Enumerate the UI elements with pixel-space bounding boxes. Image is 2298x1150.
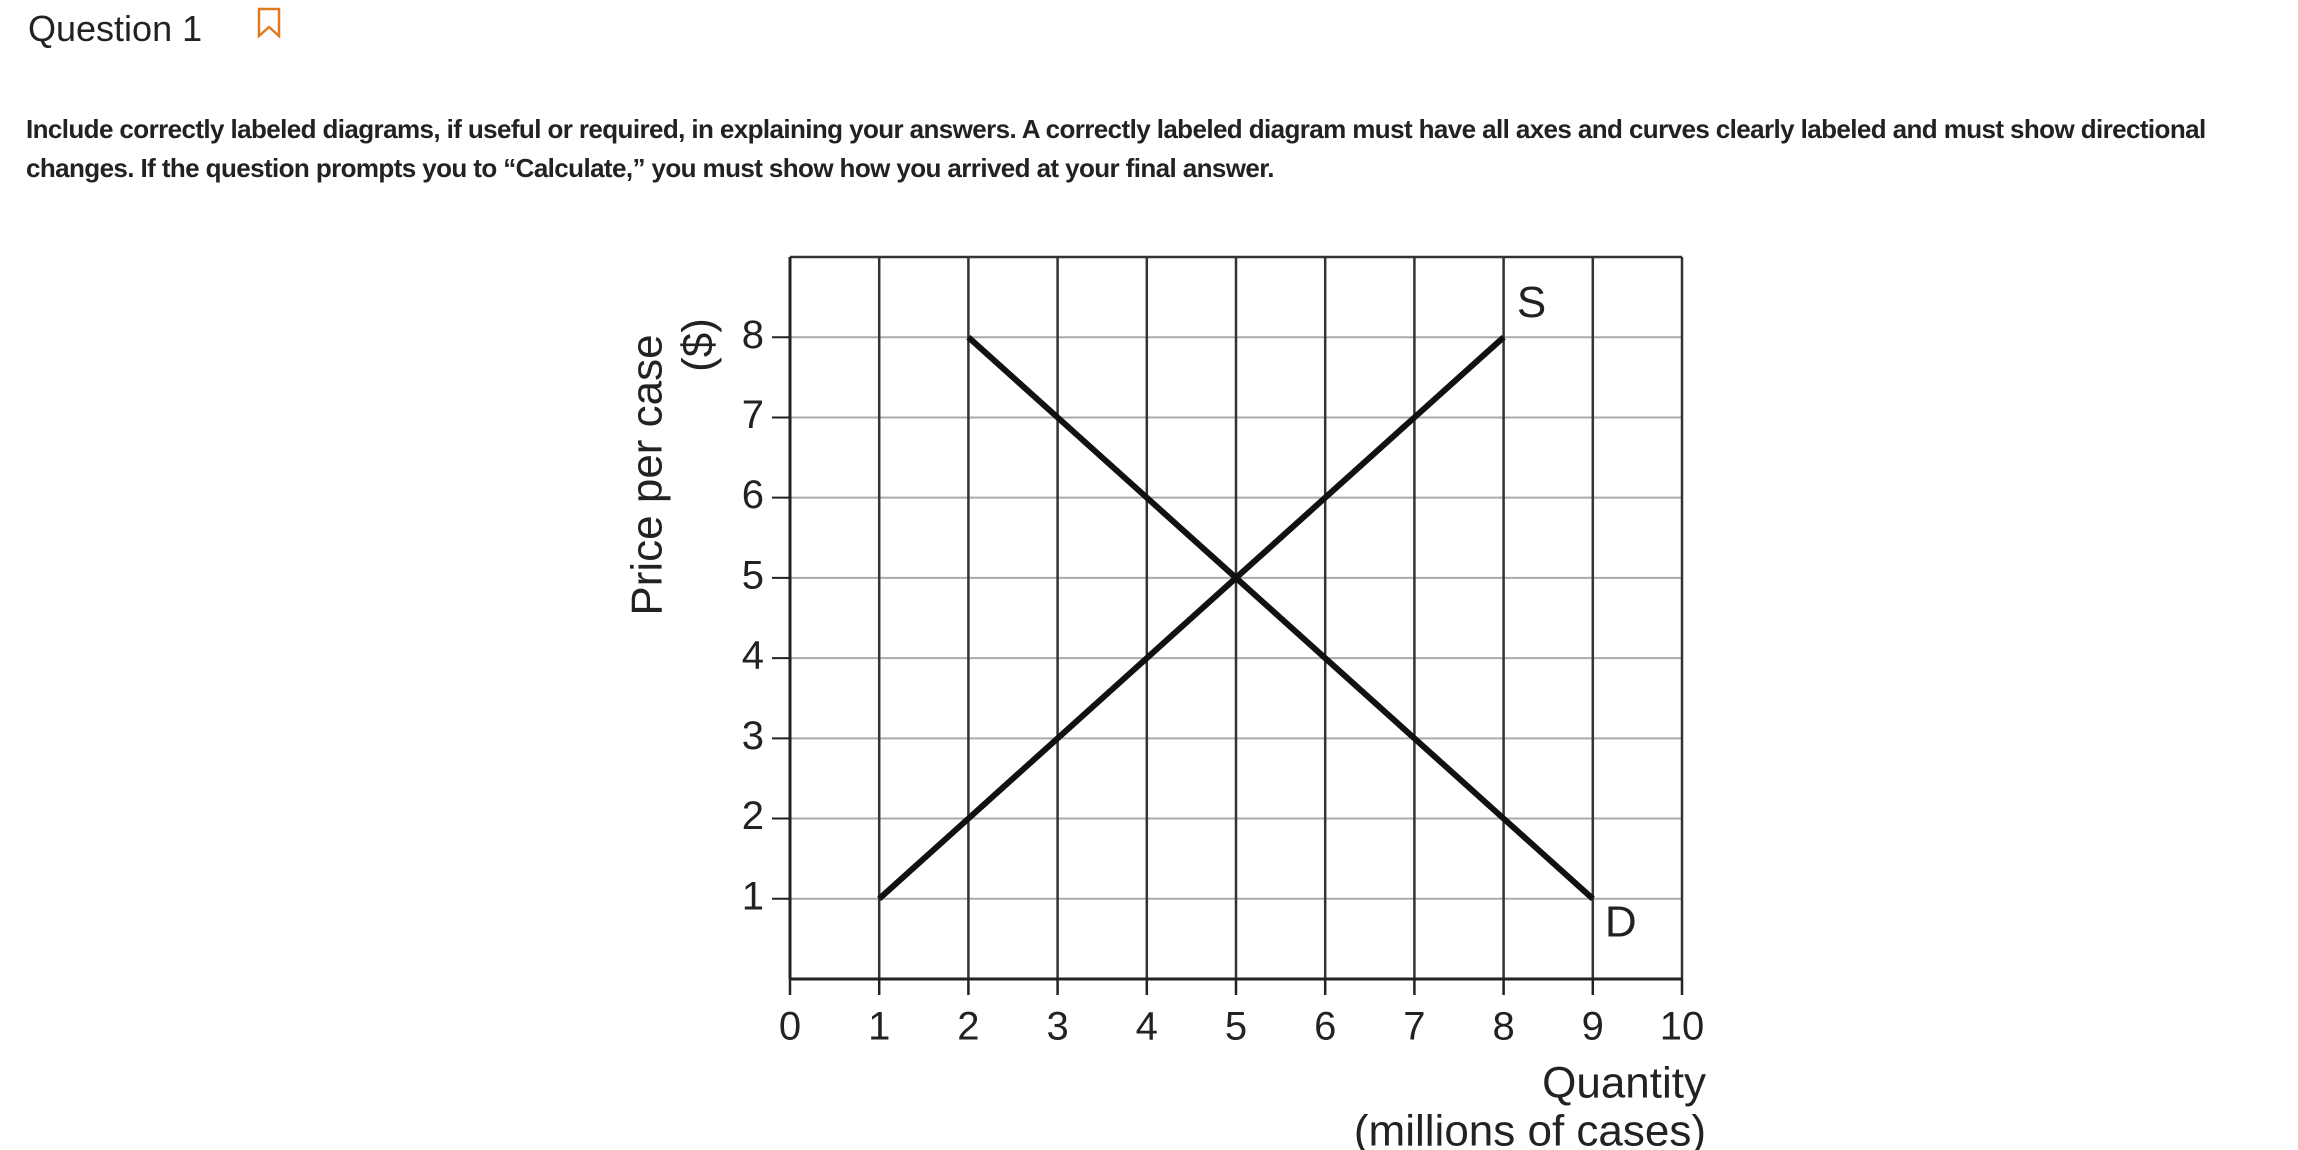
x-tick-label: 10 — [1660, 1005, 1705, 1049]
x-axis-label: (millions of cases) — [1354, 1107, 1706, 1150]
y-tick-label: 2 — [742, 794, 764, 838]
bookmark-icon[interactable] — [256, 6, 282, 40]
y-tick-label: 4 — [742, 634, 764, 678]
x-tick-label: 3 — [1046, 1005, 1068, 1049]
x-tick-label: 4 — [1136, 1005, 1158, 1049]
y-tick-label: 1 — [742, 874, 764, 918]
instructions: Include correctly labeled diagrams, if u… — [26, 114, 2206, 183]
x-tick-label: 2 — [957, 1005, 979, 1049]
x-tick-label: 1 — [868, 1005, 890, 1049]
x-tick-label: 6 — [1314, 1005, 1336, 1049]
x-tick-label: 8 — [1492, 1005, 1514, 1049]
x-tick-label: 0 — [779, 1005, 801, 1049]
y-axis-label: Price per case — [623, 334, 672, 615]
x-tick-label: 7 — [1403, 1005, 1425, 1049]
y-tick-label: 3 — [742, 714, 764, 758]
curve-label: S — [1517, 278, 1546, 327]
y-tick-label: 8 — [742, 313, 764, 357]
curve — [877, 334, 1506, 902]
y-tick-label: 7 — [742, 393, 764, 437]
y-tick-label: 6 — [742, 473, 764, 517]
x-tick-label: 5 — [1225, 1005, 1247, 1049]
x-axis-label: Quantity — [1542, 1059, 1706, 1108]
curve — [966, 334, 1595, 902]
x-tick-label: 9 — [1582, 1005, 1604, 1049]
y-tick-label: 5 — [742, 553, 764, 597]
question-title: Question 1 — [28, 8, 203, 49]
y-axis-label: ($) — [674, 318, 723, 372]
curve-label: D — [1605, 897, 1637, 946]
